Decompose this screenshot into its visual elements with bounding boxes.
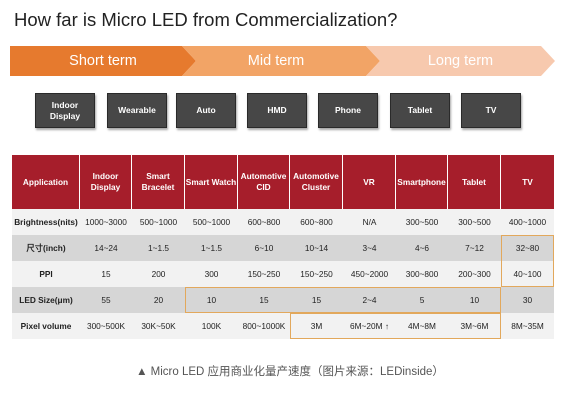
table-cell: 3M	[290, 313, 343, 339]
table-cell: 600~800	[238, 209, 290, 235]
row-label: Pixel volume	[12, 313, 80, 339]
category-phone: Phone	[318, 93, 378, 128]
table-cell: 1~1.5	[185, 235, 238, 261]
table-cell: 8M~35M	[501, 313, 554, 339]
table-cell: 300~500K	[80, 313, 132, 339]
table-cell: 400~1000	[501, 209, 554, 235]
table-cell: 4~6	[396, 235, 448, 261]
table-cell: 150~250	[290, 261, 343, 287]
table-cell: 40~100	[501, 261, 554, 287]
table-cell: 5	[396, 287, 448, 313]
row-label: Brightness(nits)	[12, 209, 80, 235]
table-cell: 10	[448, 287, 501, 313]
header-cell: Automotive Cluster	[290, 155, 343, 209]
table-cell: 1000~3000	[80, 209, 132, 235]
table-cell: 150~250	[238, 261, 290, 287]
phase-mid-term: Mid term	[247, 53, 305, 69]
phase-short-term-arrow	[10, 46, 196, 76]
table-cell: 200	[132, 261, 185, 287]
header-cell: Tablet	[448, 155, 501, 209]
figure-caption: ▲ Micro LED 应用商业化量产速度（图片来源：LEDinside）	[136, 366, 444, 378]
table-cell: 300~500	[396, 209, 448, 235]
table-cell: 55	[80, 287, 132, 313]
table-cell: 3~4	[343, 235, 396, 261]
header-cell: TV	[501, 155, 554, 209]
category-wearable: Wearable	[107, 93, 167, 128]
table-cell: N/A	[343, 209, 396, 235]
header-cell: Smart Bracelet	[132, 155, 185, 209]
header-cell: Application	[12, 155, 80, 209]
phase-short-term: Short term	[69, 53, 137, 69]
category-tv: TV	[461, 93, 521, 128]
table-cell: 15	[238, 287, 290, 313]
header-cell: Indoor Display	[80, 155, 132, 209]
category-hmd: HMD	[247, 93, 307, 128]
row-label: LED Size(μm)	[12, 287, 80, 313]
table-cell: 2~4	[343, 287, 396, 313]
header-cell: Smart Watch	[185, 155, 238, 209]
table-cell: 100K	[185, 313, 238, 339]
table-cell: 6~10	[238, 235, 290, 261]
table-cell: 600~800	[290, 209, 343, 235]
category-tablet: Tablet	[390, 93, 450, 128]
page-title: How far is Micro LED from Commercializat…	[14, 9, 398, 30]
phase-mid-term-arrow	[182, 46, 380, 76]
table-cell: 14~24	[80, 235, 132, 261]
row-label: PPI	[12, 261, 80, 287]
category-auto: Auto	[176, 93, 236, 128]
table-cell: 500~1000	[132, 209, 185, 235]
table-cell: 300	[185, 261, 238, 287]
phase-long-term-arrow	[366, 46, 555, 76]
table-cell: 10~14	[290, 235, 343, 261]
table-cell: 30	[501, 287, 554, 313]
table-cell: 200~300	[448, 261, 501, 287]
row-label: 尺寸(inch)	[12, 235, 80, 261]
table-cell: 10	[185, 287, 238, 313]
table-cell: 300~500	[448, 209, 501, 235]
table-cell: 7~12	[448, 235, 501, 261]
table-cell: 3M~6M	[448, 313, 501, 339]
table-cell: 6M~20M ↑	[343, 313, 396, 339]
table-cell: 300~800	[396, 261, 448, 287]
table-cell: 20	[132, 287, 185, 313]
table-cell: 30K~50K	[132, 313, 185, 339]
table-cell: 500~1000	[185, 209, 238, 235]
header-cell: Smartphone	[396, 155, 448, 209]
table-cell: 15	[80, 261, 132, 287]
table-cell: 800~1000K	[238, 313, 290, 339]
table-cell: 32~80	[501, 235, 554, 261]
header-cell: Automotive CID	[238, 155, 290, 209]
phase-timeline	[10, 46, 555, 76]
table-cell: 4M~8M	[396, 313, 448, 339]
category-indoor-display: Indoor Display	[35, 93, 95, 128]
table-cell: 450~2000	[343, 261, 396, 287]
header-cell: VR	[343, 155, 396, 209]
table-cell: 15	[290, 287, 343, 313]
table-cell: 1~1.5	[132, 235, 185, 261]
phase-long-term: Long term	[427, 53, 494, 69]
